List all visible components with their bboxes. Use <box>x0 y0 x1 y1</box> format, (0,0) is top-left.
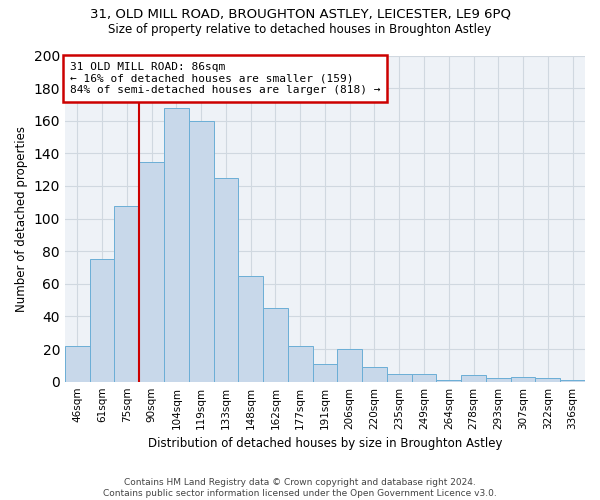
Bar <box>412 374 436 382</box>
Bar <box>313 364 337 382</box>
Bar <box>263 308 288 382</box>
Bar <box>560 380 585 382</box>
Text: 31, OLD MILL ROAD, BROUGHTON ASTLEY, LEICESTER, LE9 6PQ: 31, OLD MILL ROAD, BROUGHTON ASTLEY, LEI… <box>89 8 511 20</box>
Bar <box>486 378 511 382</box>
Bar <box>511 377 535 382</box>
Bar <box>436 380 461 382</box>
Bar <box>89 260 115 382</box>
Bar <box>238 276 263 382</box>
Bar <box>387 374 412 382</box>
Bar <box>139 162 164 382</box>
Bar <box>115 206 139 382</box>
Y-axis label: Number of detached properties: Number of detached properties <box>15 126 28 312</box>
Text: 31 OLD MILL ROAD: 86sqm
← 16% of detached houses are smaller (159)
84% of semi-d: 31 OLD MILL ROAD: 86sqm ← 16% of detache… <box>70 62 380 95</box>
Bar <box>288 346 313 382</box>
X-axis label: Distribution of detached houses by size in Broughton Astley: Distribution of detached houses by size … <box>148 437 502 450</box>
Bar <box>164 108 189 382</box>
Bar <box>362 367 387 382</box>
Bar <box>461 375 486 382</box>
Text: Size of property relative to detached houses in Broughton Astley: Size of property relative to detached ho… <box>109 22 491 36</box>
Text: Contains HM Land Registry data © Crown copyright and database right 2024.
Contai: Contains HM Land Registry data © Crown c… <box>103 478 497 498</box>
Bar <box>65 346 89 382</box>
Bar <box>214 178 238 382</box>
Bar <box>337 349 362 382</box>
Bar <box>535 378 560 382</box>
Bar <box>189 120 214 382</box>
